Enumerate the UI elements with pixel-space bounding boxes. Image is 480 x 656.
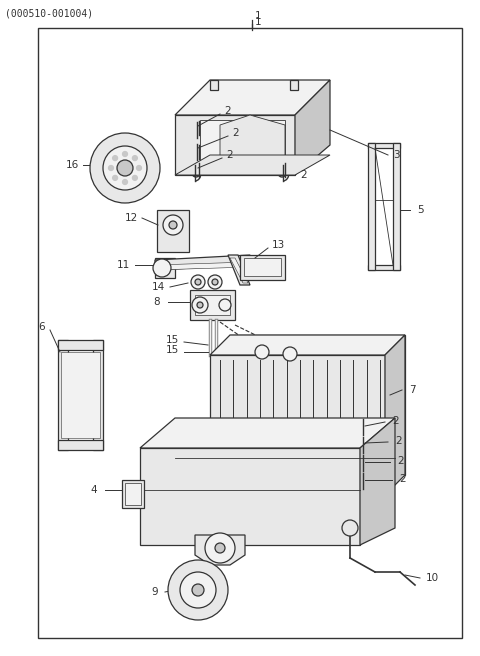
Circle shape: [195, 279, 201, 285]
Polygon shape: [368, 265, 400, 270]
Text: 2: 2: [227, 150, 233, 160]
Text: 13: 13: [271, 240, 285, 250]
Polygon shape: [230, 335, 405, 475]
Polygon shape: [58, 440, 103, 450]
Polygon shape: [210, 80, 218, 90]
Circle shape: [163, 215, 183, 235]
Circle shape: [212, 279, 218, 285]
Bar: [210, 355, 385, 495]
Circle shape: [255, 345, 269, 359]
Bar: [125, 483, 141, 505]
Circle shape: [192, 584, 204, 596]
Polygon shape: [393, 143, 400, 270]
Text: 10: 10: [425, 573, 439, 583]
Circle shape: [208, 275, 222, 289]
Text: 16: 16: [65, 160, 79, 170]
Text: (000510-001004): (000510-001004): [5, 8, 93, 18]
Polygon shape: [360, 418, 395, 545]
Text: 12: 12: [124, 213, 138, 223]
Polygon shape: [195, 535, 245, 565]
Text: 2: 2: [400, 474, 406, 484]
Circle shape: [132, 155, 137, 161]
Bar: [38, 28, 462, 638]
Polygon shape: [210, 335, 405, 355]
Polygon shape: [93, 340, 103, 450]
Ellipse shape: [238, 129, 266, 147]
Circle shape: [108, 165, 113, 171]
Circle shape: [132, 175, 137, 180]
Circle shape: [136, 165, 142, 171]
Text: 7: 7: [408, 385, 415, 395]
Circle shape: [215, 543, 225, 553]
Bar: [240, 255, 285, 280]
Polygon shape: [190, 290, 235, 320]
Circle shape: [342, 520, 358, 536]
Circle shape: [180, 572, 216, 608]
Text: 2: 2: [225, 106, 231, 116]
Circle shape: [168, 560, 228, 620]
Text: 2: 2: [233, 128, 240, 138]
Text: 14: 14: [151, 282, 165, 292]
Polygon shape: [140, 448, 360, 545]
Bar: [195, 295, 230, 315]
Text: 15: 15: [166, 335, 179, 345]
Polygon shape: [220, 115, 285, 165]
Text: 15: 15: [166, 345, 179, 355]
Text: 1: 1: [255, 17, 261, 27]
Polygon shape: [58, 340, 103, 350]
Polygon shape: [368, 143, 400, 148]
Bar: [157, 210, 189, 252]
Polygon shape: [385, 335, 405, 495]
Text: 2: 2: [398, 456, 404, 466]
Text: 3: 3: [393, 150, 399, 160]
Polygon shape: [200, 120, 285, 168]
Text: 2: 2: [396, 436, 402, 446]
Circle shape: [122, 180, 128, 184]
Text: 11: 11: [116, 260, 130, 270]
Text: 8: 8: [154, 297, 160, 307]
Text: 2: 2: [393, 416, 399, 426]
Polygon shape: [290, 80, 298, 90]
Text: 5: 5: [417, 205, 423, 215]
Polygon shape: [230, 258, 248, 283]
Circle shape: [90, 133, 160, 203]
Text: 2: 2: [300, 170, 307, 180]
Polygon shape: [228, 255, 250, 285]
Polygon shape: [155, 262, 250, 270]
Circle shape: [117, 160, 133, 176]
Circle shape: [103, 146, 147, 190]
Bar: [244, 258, 281, 276]
Circle shape: [192, 297, 208, 313]
Bar: [122, 480, 144, 508]
Text: 9: 9: [152, 587, 158, 597]
Circle shape: [219, 299, 231, 311]
Circle shape: [197, 302, 203, 308]
Circle shape: [169, 221, 177, 229]
Polygon shape: [58, 340, 68, 450]
Circle shape: [283, 347, 297, 361]
Circle shape: [153, 259, 171, 277]
Circle shape: [122, 152, 128, 157]
Polygon shape: [155, 255, 250, 270]
Text: 4: 4: [91, 485, 97, 495]
Polygon shape: [295, 80, 330, 175]
Polygon shape: [61, 352, 100, 438]
Polygon shape: [175, 80, 330, 115]
Circle shape: [191, 275, 205, 289]
Text: 1: 1: [255, 11, 261, 21]
Polygon shape: [175, 115, 295, 175]
Circle shape: [113, 155, 118, 161]
Circle shape: [113, 175, 118, 180]
Circle shape: [205, 533, 235, 563]
Polygon shape: [140, 418, 395, 448]
Text: 6: 6: [39, 322, 45, 332]
Polygon shape: [175, 155, 330, 175]
Polygon shape: [155, 258, 175, 278]
Polygon shape: [368, 143, 375, 270]
